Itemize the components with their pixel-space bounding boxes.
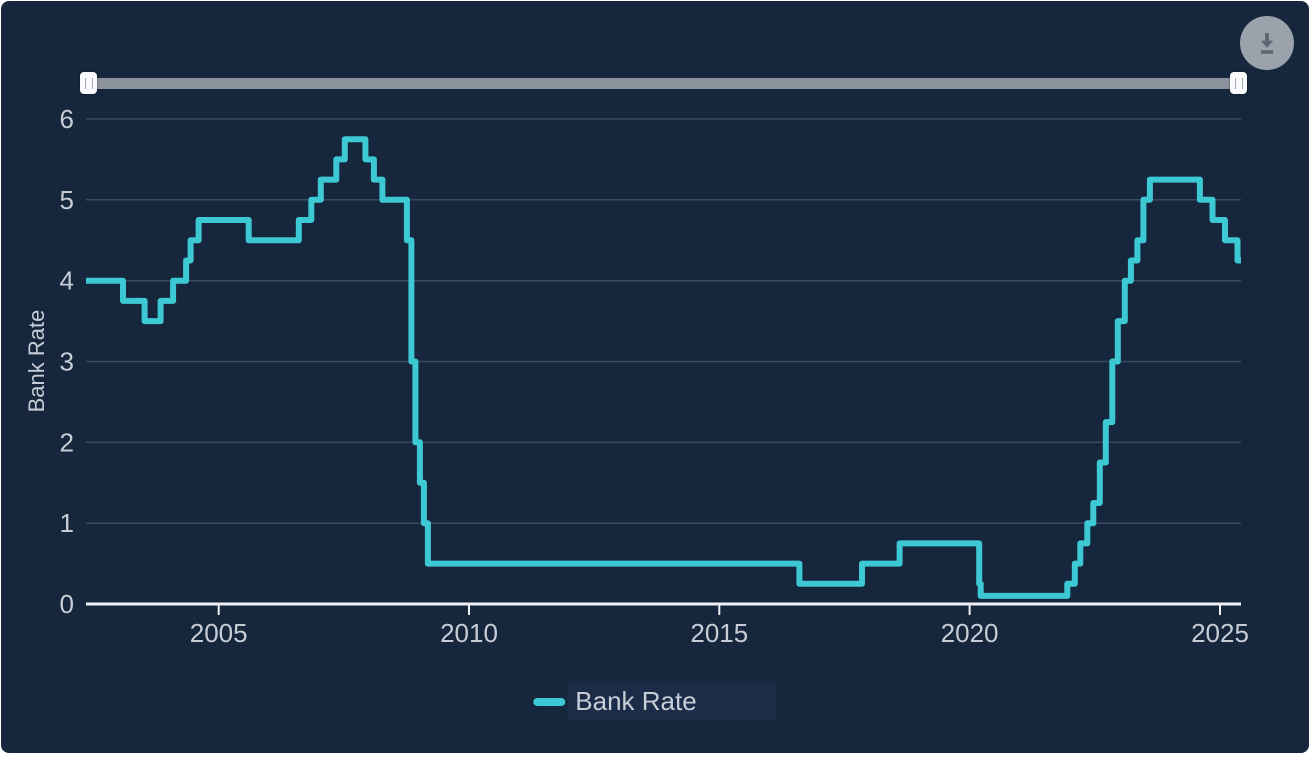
y-tick-label: 4: [60, 266, 74, 296]
y-tick-label: 6: [60, 104, 74, 134]
slider-handle-left[interactable]: [80, 72, 97, 94]
y-axis-title: Bank Rate: [24, 309, 49, 413]
download-icon: [1260, 33, 1274, 54]
legend-swatch: [533, 697, 566, 706]
vertical-grip-icon: [1234, 77, 1243, 89]
bank-rate-line: [86, 136, 1241, 599]
x-tick-label: 2015: [690, 618, 748, 648]
slider-handle-right[interactable]: [1230, 72, 1247, 94]
x-tick-label: 2025: [1191, 618, 1249, 648]
legend-item-bank-rate[interactable]: Bank Rate: [533, 683, 777, 720]
slider-track[interactable]: [86, 78, 1241, 89]
x-tick-label: 2020: [941, 618, 999, 648]
download-button[interactable]: [1240, 16, 1294, 70]
y-tick-label: 1: [60, 508, 74, 538]
vertical-grip-icon: [84, 77, 93, 89]
y-tick-label: 0: [60, 589, 74, 619]
y-tick-label: 3: [60, 347, 74, 377]
x-tick-label: 2010: [440, 618, 498, 648]
legend-label: Bank Rate: [567, 683, 777, 720]
y-tick-label: 2: [60, 427, 74, 457]
y-tick-label: 5: [60, 185, 74, 215]
x-tick-label: 2005: [190, 618, 248, 648]
legend: Bank Rate: [533, 683, 777, 720]
